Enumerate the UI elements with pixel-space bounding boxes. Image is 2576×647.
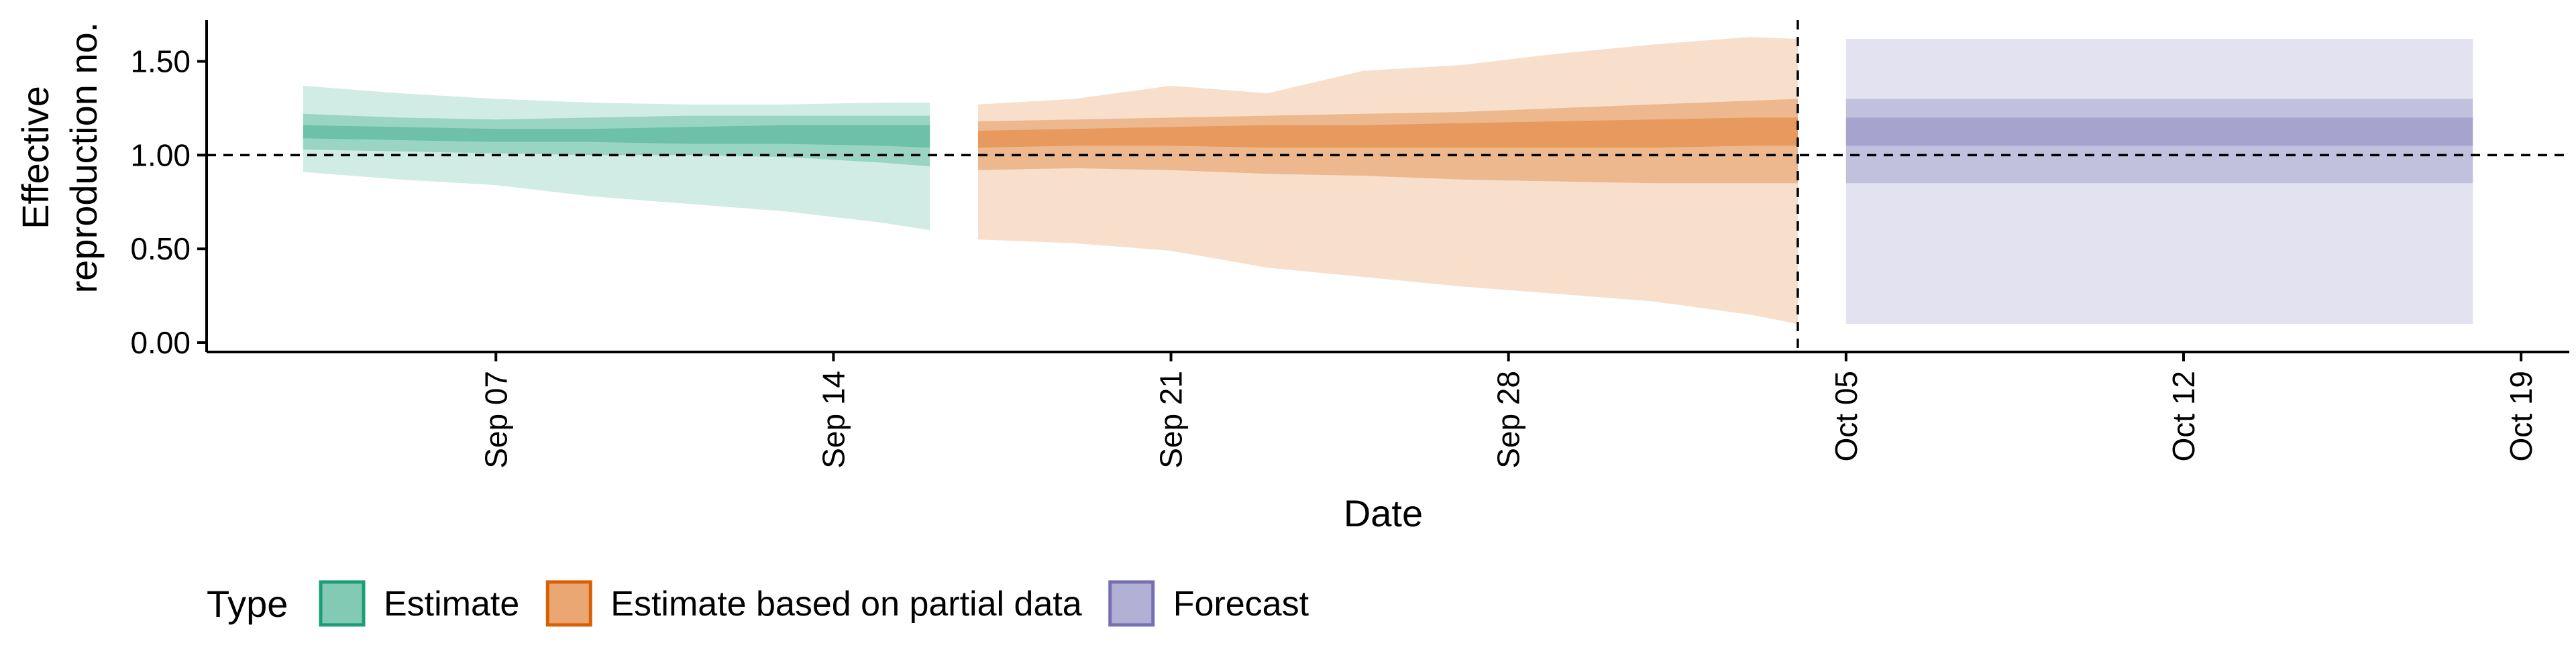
- y-tick-label: 0.50: [130, 231, 191, 266]
- series-0: [303, 85, 930, 231]
- axes: [197, 20, 2569, 361]
- x-tick-label: Sep 07: [478, 371, 513, 469]
- series-2-band-90: [1845, 39, 2473, 325]
- series-0-band-20: [303, 125, 930, 148]
- series-2-band-20: [1845, 117, 2473, 146]
- legend-swatch: [545, 580, 592, 627]
- tick-labels: 0.00 0.50 1.00 1.50 Sep 07 Sep 14 Sep 21 Sep 28…: [130, 44, 2538, 469]
- legend-label: Estimate: [384, 585, 519, 624]
- legend: Type Estimate Estimate based on partial d…: [207, 580, 1309, 627]
- legend-label: Estimate based on partial data: [610, 585, 1082, 624]
- y-axis-label-line-2: reproduction no.: [62, 22, 105, 294]
- series-2-band-50: [1845, 99, 2473, 184]
- series-1-band-50: [978, 99, 1798, 184]
- legend-title: Type: [207, 583, 288, 625]
- x-tick-label: Oct 19: [2504, 371, 2538, 462]
- x-tick-label: Sep 14: [816, 371, 851, 469]
- x-tick-label: Sep 28: [1491, 371, 1526, 469]
- legend-item-0: Estimate: [319, 580, 519, 627]
- y-axis-label-line-1: Effective: [14, 86, 56, 229]
- x-tick-label: Oct 12: [2166, 371, 2201, 462]
- legend-item-1: Estimate based on partial data: [545, 580, 1082, 627]
- series-1-band-90: [978, 37, 1798, 325]
- y-tick-label: 0.00: [130, 325, 191, 360]
- reference-lines: [207, 20, 2569, 352]
- series-2: [1845, 39, 2473, 325]
- series-1: [978, 37, 1798, 325]
- y-tick-label: 1.50: [130, 44, 191, 79]
- x-tick-label: Sep 21: [1154, 371, 1189, 469]
- legend-swatch: [319, 580, 366, 627]
- series-0-band-50: [303, 113, 930, 167]
- legend-label: Forecast: [1173, 585, 1309, 624]
- legend-items: Estimate Estimate based on partial data Fo…: [319, 580, 1309, 627]
- series-0-band-90: [303, 85, 930, 231]
- bands-layer: [303, 37, 2473, 325]
- legend-item-2: Forecast: [1108, 580, 1309, 627]
- series-1-band-20: [978, 117, 1798, 148]
- legend-swatch: [1108, 580, 1155, 627]
- y-tick-label: 1.00: [130, 137, 191, 172]
- x-axis-label: Date: [1344, 492, 1423, 534]
- x-tick-label: Oct 05: [1829, 371, 1864, 462]
